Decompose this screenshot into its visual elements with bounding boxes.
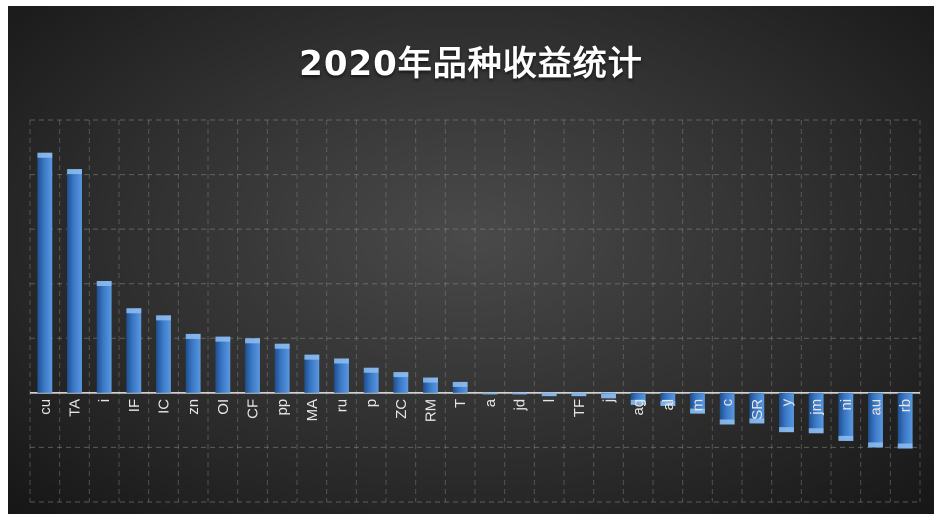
bar-cap-ni (838, 435, 854, 441)
bar-cu (37, 152, 53, 393)
bar-cap-au (868, 442, 883, 448)
bar-IF (126, 308, 142, 393)
x-tick-label: c (719, 398, 736, 406)
x-tick-label: TA (67, 399, 84, 417)
bar-p (363, 367, 379, 393)
x-tick-label: jm (808, 399, 825, 416)
bar-cap-jm (808, 428, 824, 434)
bar-cap-ZC (393, 372, 409, 378)
x-tick-label: rb (897, 399, 914, 412)
x-tick-label: l (541, 399, 558, 402)
bar-zn (185, 333, 201, 393)
bar-cap-y (779, 427, 794, 433)
bar-CF (245, 338, 260, 393)
bar-ZC (393, 372, 409, 393)
bar-cap-TA (67, 169, 82, 175)
bar-OI (215, 336, 231, 393)
bar-cap-ru (334, 358, 349, 364)
x-tick-label: IF (126, 399, 143, 412)
bar-cap-j (601, 393, 616, 399)
bar-cap-i (96, 280, 112, 286)
bar-cap-pp (274, 343, 290, 349)
bar-cap-IF (126, 308, 142, 314)
bar-cap-jd (512, 392, 527, 395)
bar-cap-p (363, 367, 379, 373)
x-tick-label: i (96, 399, 113, 402)
bar-rb (897, 392, 913, 449)
bar-TA (67, 169, 82, 393)
x-tick-label: CF (245, 399, 262, 419)
bar-i (96, 280, 112, 393)
x-tick-label: m (690, 399, 707, 412)
bar-m (690, 392, 705, 414)
bar-cap-T (452, 381, 468, 387)
bar-SR (749, 392, 765, 424)
bar-T (452, 381, 468, 393)
x-tick-label: RM (423, 399, 440, 422)
bar-ni (838, 392, 854, 441)
bar-cap-rb (897, 443, 913, 449)
bar-ru (334, 358, 349, 393)
x-tick-label: au (868, 399, 885, 416)
bar-cap-CF (245, 338, 260, 344)
x-tick-label: MA (304, 399, 321, 422)
bar-cap-TF (571, 392, 587, 397)
bar-cap-a (482, 392, 498, 395)
x-tick-label: T (452, 399, 469, 408)
bar-cap-c (719, 419, 735, 425)
x-tick-label: pp (274, 399, 291, 416)
bar-au (868, 392, 883, 448)
bar-cap-m (690, 408, 705, 414)
x-tick-label: ZC (393, 399, 410, 419)
bar-cap-zn (185, 333, 201, 339)
bar-pp (274, 343, 290, 393)
bar-c (719, 392, 735, 425)
x-tick-label: ag (630, 399, 647, 416)
bar-cap-RM (423, 377, 438, 383)
x-tick-label: y (779, 398, 796, 406)
x-tick-label: al (660, 399, 677, 411)
bar-MA (304, 354, 320, 393)
x-tick-label: IC (156, 399, 173, 414)
x-tick-label: SR (749, 399, 766, 420)
bar-cap-l (541, 392, 557, 397)
x-tick-label: OI (215, 399, 232, 415)
bar-jm (808, 392, 824, 434)
chart-title: 2020年品种收益统计 (299, 44, 643, 84)
bar-cap-al (660, 400, 676, 406)
bar-cap-MA (304, 354, 320, 360)
bar-cap-ag (630, 399, 646, 405)
x-tick-label: p (363, 399, 380, 407)
x-tick-label: jd (512, 399, 529, 412)
x-tick-label: j (601, 399, 618, 403)
x-tick-label: ni (838, 399, 855, 411)
x-tick-label: a (482, 398, 499, 407)
x-tick-label: ru (334, 399, 351, 412)
bar-y (779, 392, 794, 433)
bar-cap-SR (749, 418, 765, 424)
x-tick-label: cu (37, 399, 54, 415)
x-tick-label: TF (571, 399, 588, 417)
bar-cap-cu (37, 152, 53, 158)
bar-cap-OI (215, 336, 231, 342)
bar-cap-IC (156, 315, 171, 321)
x-tick-label: zn (185, 399, 202, 415)
bar-IC (156, 315, 171, 393)
